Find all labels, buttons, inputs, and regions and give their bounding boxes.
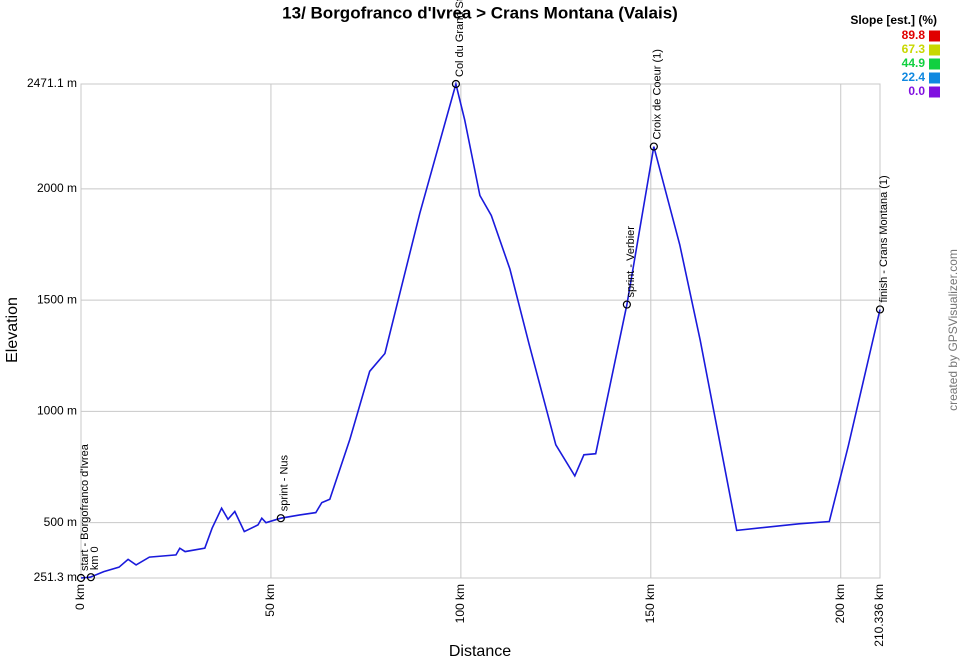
waypoint-marker [86, 573, 95, 582]
waypoint-marker [451, 79, 461, 89]
waypoint-label: Croix de Coeur (1) [652, 49, 664, 139]
elevation-line [80, 80, 881, 579]
waypoint-marker [276, 514, 285, 523]
y-tick-label: 500 m [44, 515, 77, 529]
credit: created by GPSVisualizer.com [946, 249, 960, 411]
legend-label: 44.9 [902, 56, 926, 70]
legend-swatch [929, 58, 940, 70]
waypoint-label: start - Borgofranco d'Ivrea [79, 443, 91, 571]
legend-swatch [929, 86, 940, 98]
x-tick-label: 150 km [643, 584, 657, 623]
legend-swatch [929, 72, 940, 84]
x-tick-label: 0 km [73, 584, 87, 610]
legend-label: 67.3 [902, 42, 926, 56]
legend-title: Slope [est.] (%) [850, 13, 937, 27]
legend-swatch [929, 44, 940, 56]
y-tick-label: 251.3 m [34, 570, 77, 584]
x-tick-label: 200 km [833, 584, 847, 623]
y-tick-label: 1000 m [37, 404, 77, 418]
legend-swatch [929, 30, 940, 42]
y-axis-label: Elevation [4, 297, 21, 363]
plot-area [80, 83, 881, 579]
x-tick-label: 210.336 km [872, 584, 886, 647]
chart-title: 13/ Borgofranco d'Ivrea > Crans Montana … [282, 3, 678, 22]
y-tick-label: 1500 m [37, 292, 77, 306]
waypoint-label: sprint - Verbier [625, 226, 637, 298]
waypoint-label: Col du Grand St-Bernard [454, 0, 466, 77]
y-tick-label: 2471.1 m [27, 76, 77, 90]
waypoint-marker [76, 573, 86, 583]
legend-label: 22.4 [902, 70, 926, 84]
x-axis-label: Distance [449, 643, 511, 660]
legend-label: 89.8 [902, 28, 926, 42]
waypoint-label: sprint - Nus [279, 454, 291, 511]
waypoint-label: km 0 [89, 546, 101, 570]
legend-label: 0.0 [908, 84, 925, 98]
waypoint-marker [875, 305, 885, 314]
y-tick-label: 2000 m [37, 181, 77, 195]
waypoint-marker [622, 300, 631, 309]
waypoint-label: finish - Crans Montana (1) [878, 175, 890, 302]
waypoint-marker [649, 142, 658, 151]
x-tick-label: 50 km [263, 584, 277, 617]
x-tick-label: 100 km [453, 584, 467, 623]
